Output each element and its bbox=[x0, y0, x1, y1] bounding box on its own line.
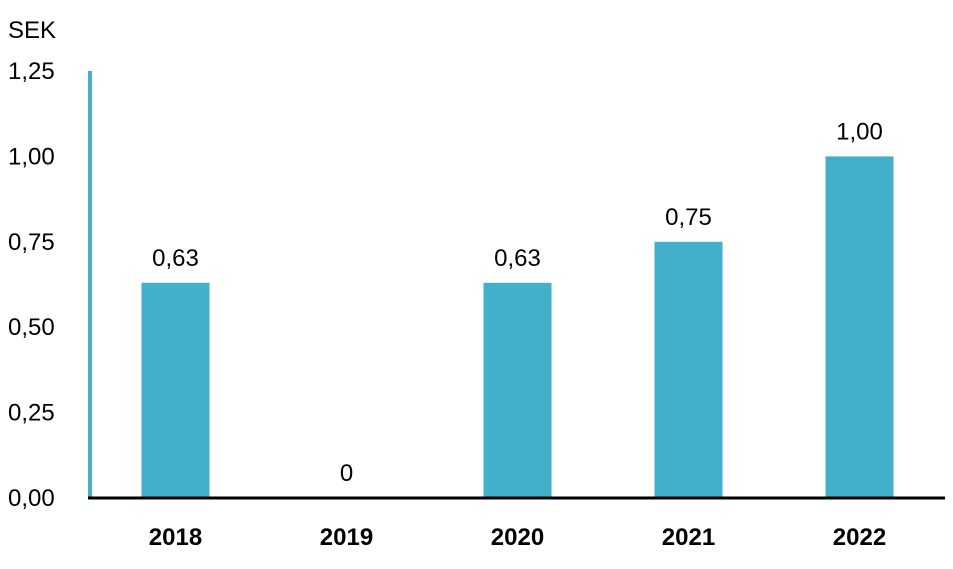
x-tick-label-2022: 2022 bbox=[833, 524, 886, 551]
x-tick-label-2021: 2021 bbox=[662, 524, 715, 551]
x-tick-label-2018: 2018 bbox=[149, 524, 202, 551]
data-label-2022: 1,00 bbox=[836, 118, 883, 145]
bar-2018 bbox=[141, 282, 210, 498]
y-unit-label: SEK bbox=[8, 17, 56, 44]
data-label-2019: 0 bbox=[340, 460, 353, 487]
y-tick-label: 0,00 bbox=[8, 485, 55, 512]
x-tick-label-2019: 2019 bbox=[320, 524, 373, 551]
data-label-2021: 0,75 bbox=[665, 204, 712, 231]
bar-2020 bbox=[483, 282, 552, 498]
x-tick-labels: 2018 2019 2020 2021 2022 bbox=[149, 524, 886, 551]
bar-2022 bbox=[825, 156, 894, 498]
y-tick-label: 0,25 bbox=[8, 400, 55, 427]
data-label-2020: 0,63 bbox=[494, 245, 541, 272]
data-label-2018: 0,63 bbox=[152, 245, 199, 272]
y-tick-label: 1,00 bbox=[8, 143, 55, 170]
y-tick-label: 0,50 bbox=[8, 314, 55, 341]
y-tick-label: 0,75 bbox=[8, 229, 55, 256]
bars bbox=[141, 156, 894, 499]
x-tick-label-2020: 2020 bbox=[491, 524, 544, 551]
y-tick-label: 1,25 bbox=[8, 58, 55, 85]
bar-2021 bbox=[654, 241, 723, 499]
y-tick-labels: 0,00 0,25 0,50 0,75 1,00 1,25 bbox=[8, 58, 55, 512]
data-labels: 0,63 0 0,63 0,75 1,00 bbox=[152, 118, 883, 487]
